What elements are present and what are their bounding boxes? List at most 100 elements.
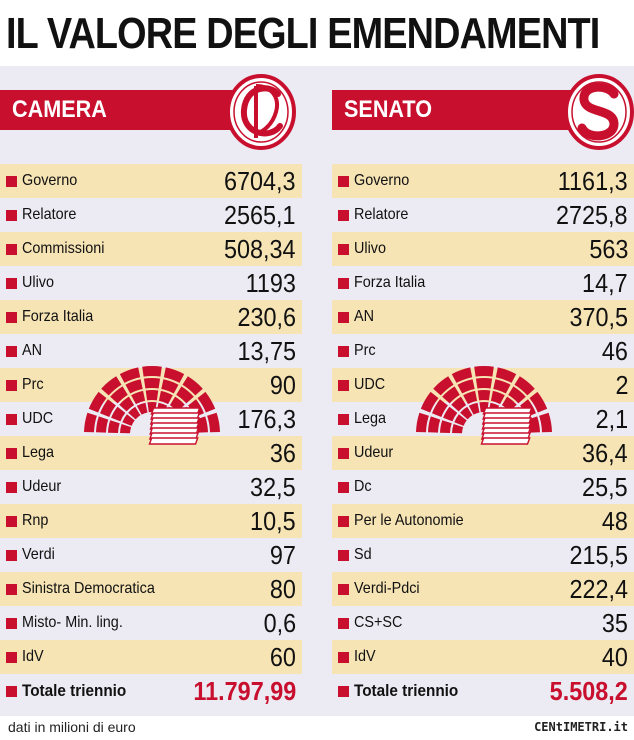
row-value: 176,3: [237, 404, 296, 434]
table-row: Prc 46: [332, 334, 634, 368]
row-label: Governo: [354, 172, 410, 189]
row-label: AN: [354, 308, 375, 325]
page-title: IL VALORE DEGLI EMENDAMENTI: [6, 9, 600, 58]
bullet-square-icon: [6, 346, 17, 357]
row-label: Forza Italia: [22, 308, 94, 325]
total-row: Totale triennio 11.797,99: [0, 674, 302, 708]
hemicycle-seat-block: [176, 386, 194, 404]
total-label: Totale triennio: [22, 681, 127, 700]
hemicycle-seat-block: [475, 378, 493, 389]
senato-header: SENATO: [332, 90, 582, 130]
hemicycle-seat-block: [128, 406, 141, 420]
table-row: CS+SC 35: [332, 606, 634, 640]
row-value: 0,6: [263, 608, 296, 638]
bullet-square-icon: [6, 414, 17, 425]
hemicycle-seat-block: [96, 416, 109, 433]
row-value: 97: [269, 540, 296, 570]
row-value: 10,5: [250, 506, 296, 536]
hemicycle-seat-block: [125, 379, 143, 394]
bullet-square-icon: [6, 244, 17, 255]
bullet-square-icon: [6, 550, 17, 561]
row-label: Forza Italia: [354, 274, 426, 291]
row-value: 48: [601, 506, 628, 536]
table-row: UDC 176,3: [0, 402, 302, 436]
row-label: Prc: [22, 376, 44, 393]
table-row: Verdi-Pdci 222,4: [332, 572, 634, 606]
table-row: Sd 215,5: [332, 538, 634, 572]
document-stack-sheet: [148, 437, 199, 445]
table-row: Rnp 10,5: [0, 504, 302, 538]
bullet-square-icon: [338, 584, 349, 595]
row-label: Lega: [354, 410, 387, 427]
row-label: IdV: [22, 648, 44, 665]
hemicycle-seat-block: [119, 396, 135, 412]
row-value: 2725,8: [556, 200, 628, 230]
hemicycle-seat-block: [108, 420, 120, 433]
hemicycle-seat-block: [136, 402, 148, 415]
row-value: 60: [269, 642, 296, 672]
hemicycle-seat-block: [122, 414, 135, 426]
table-row: Governo 6704,3: [0, 164, 302, 198]
hemicycle-seat-block: [142, 365, 162, 377]
hemicycle-seat-block: [158, 390, 173, 405]
hemicycle-seat-block: [182, 376, 203, 396]
hemicycle-seat-block: [463, 390, 478, 405]
row-value: 36: [269, 438, 296, 468]
row-value: 46: [601, 336, 628, 366]
total-label: Totale triennio: [354, 681, 459, 700]
table-row: Relatore 2725,8: [332, 198, 634, 232]
table-row: Per le Autonomie 48: [332, 504, 634, 538]
hemicycle-seat-block: [508, 386, 526, 404]
row-value: 14,7: [582, 268, 628, 298]
table-row: Ulivo 563: [332, 232, 634, 266]
bullet-square-icon: [6, 312, 17, 323]
row-value: 1161,3: [558, 166, 628, 196]
row-label: Prc: [354, 342, 376, 359]
senato-header-label: SENATO: [344, 96, 433, 123]
hemicycle-seat-block: [514, 376, 535, 396]
row-label: Dc: [354, 478, 372, 495]
hemicycle-seat-block: [460, 406, 473, 420]
row-label: Ulivo: [354, 240, 387, 257]
hemicycle-seat-block: [110, 386, 128, 404]
table-row: Forza Italia 230,6: [0, 300, 302, 334]
row-label: IdV: [354, 648, 376, 665]
row-label: Udeur: [22, 478, 62, 495]
row-value: 1193: [245, 268, 296, 298]
row-label: Per le Autonomie: [354, 512, 464, 529]
hemicycle-seat-block: [539, 412, 552, 433]
row-value: 40: [601, 642, 628, 672]
bullet-square-icon: [338, 210, 349, 221]
table-row: Misto- Min. ling. 0,6: [0, 606, 302, 640]
bullet-square-icon: [6, 618, 17, 629]
bullet-square-icon: [338, 482, 349, 493]
bullet-square-icon: [6, 380, 17, 391]
hemicycle-seat-block: [120, 424, 132, 434]
hemicycle-seat-block: [428, 416, 441, 433]
hemicycle-seat-block: [454, 414, 467, 426]
footer-note: dati in milioni di euro: [8, 719, 136, 735]
hemicycle-seat-block: [451, 367, 473, 383]
row-label: Misto- Min. ling.: [22, 614, 123, 631]
senato-s-icon: [564, 74, 634, 150]
row-value: 2565,1: [224, 200, 296, 230]
row-label: Governo: [22, 172, 78, 189]
row-label: Verdi: [22, 546, 55, 563]
table-row: Forza Italia 14,7: [332, 266, 634, 300]
table-row: Relatore 2565,1: [0, 198, 302, 232]
row-value: 230,6: [237, 302, 296, 332]
hemicycle-seat-block: [468, 402, 480, 415]
row-label: Lega: [22, 444, 55, 461]
bullet-square-icon: [6, 448, 17, 459]
hemicycle-icon: [84, 365, 220, 445]
bullet-square-icon: [338, 312, 349, 323]
row-label: CS+SC: [354, 614, 403, 631]
hemicycle-seat-block: [442, 386, 460, 404]
row-label: Rnp: [22, 512, 49, 529]
total-value: 11.797,99: [193, 676, 296, 706]
hemicycle-seat-block: [88, 391, 107, 413]
row-value: 35: [601, 608, 628, 638]
hemicycle-seat-block: [440, 420, 452, 433]
hemicycle-seat-block: [477, 390, 491, 401]
bullet-square-icon: [338, 346, 349, 357]
